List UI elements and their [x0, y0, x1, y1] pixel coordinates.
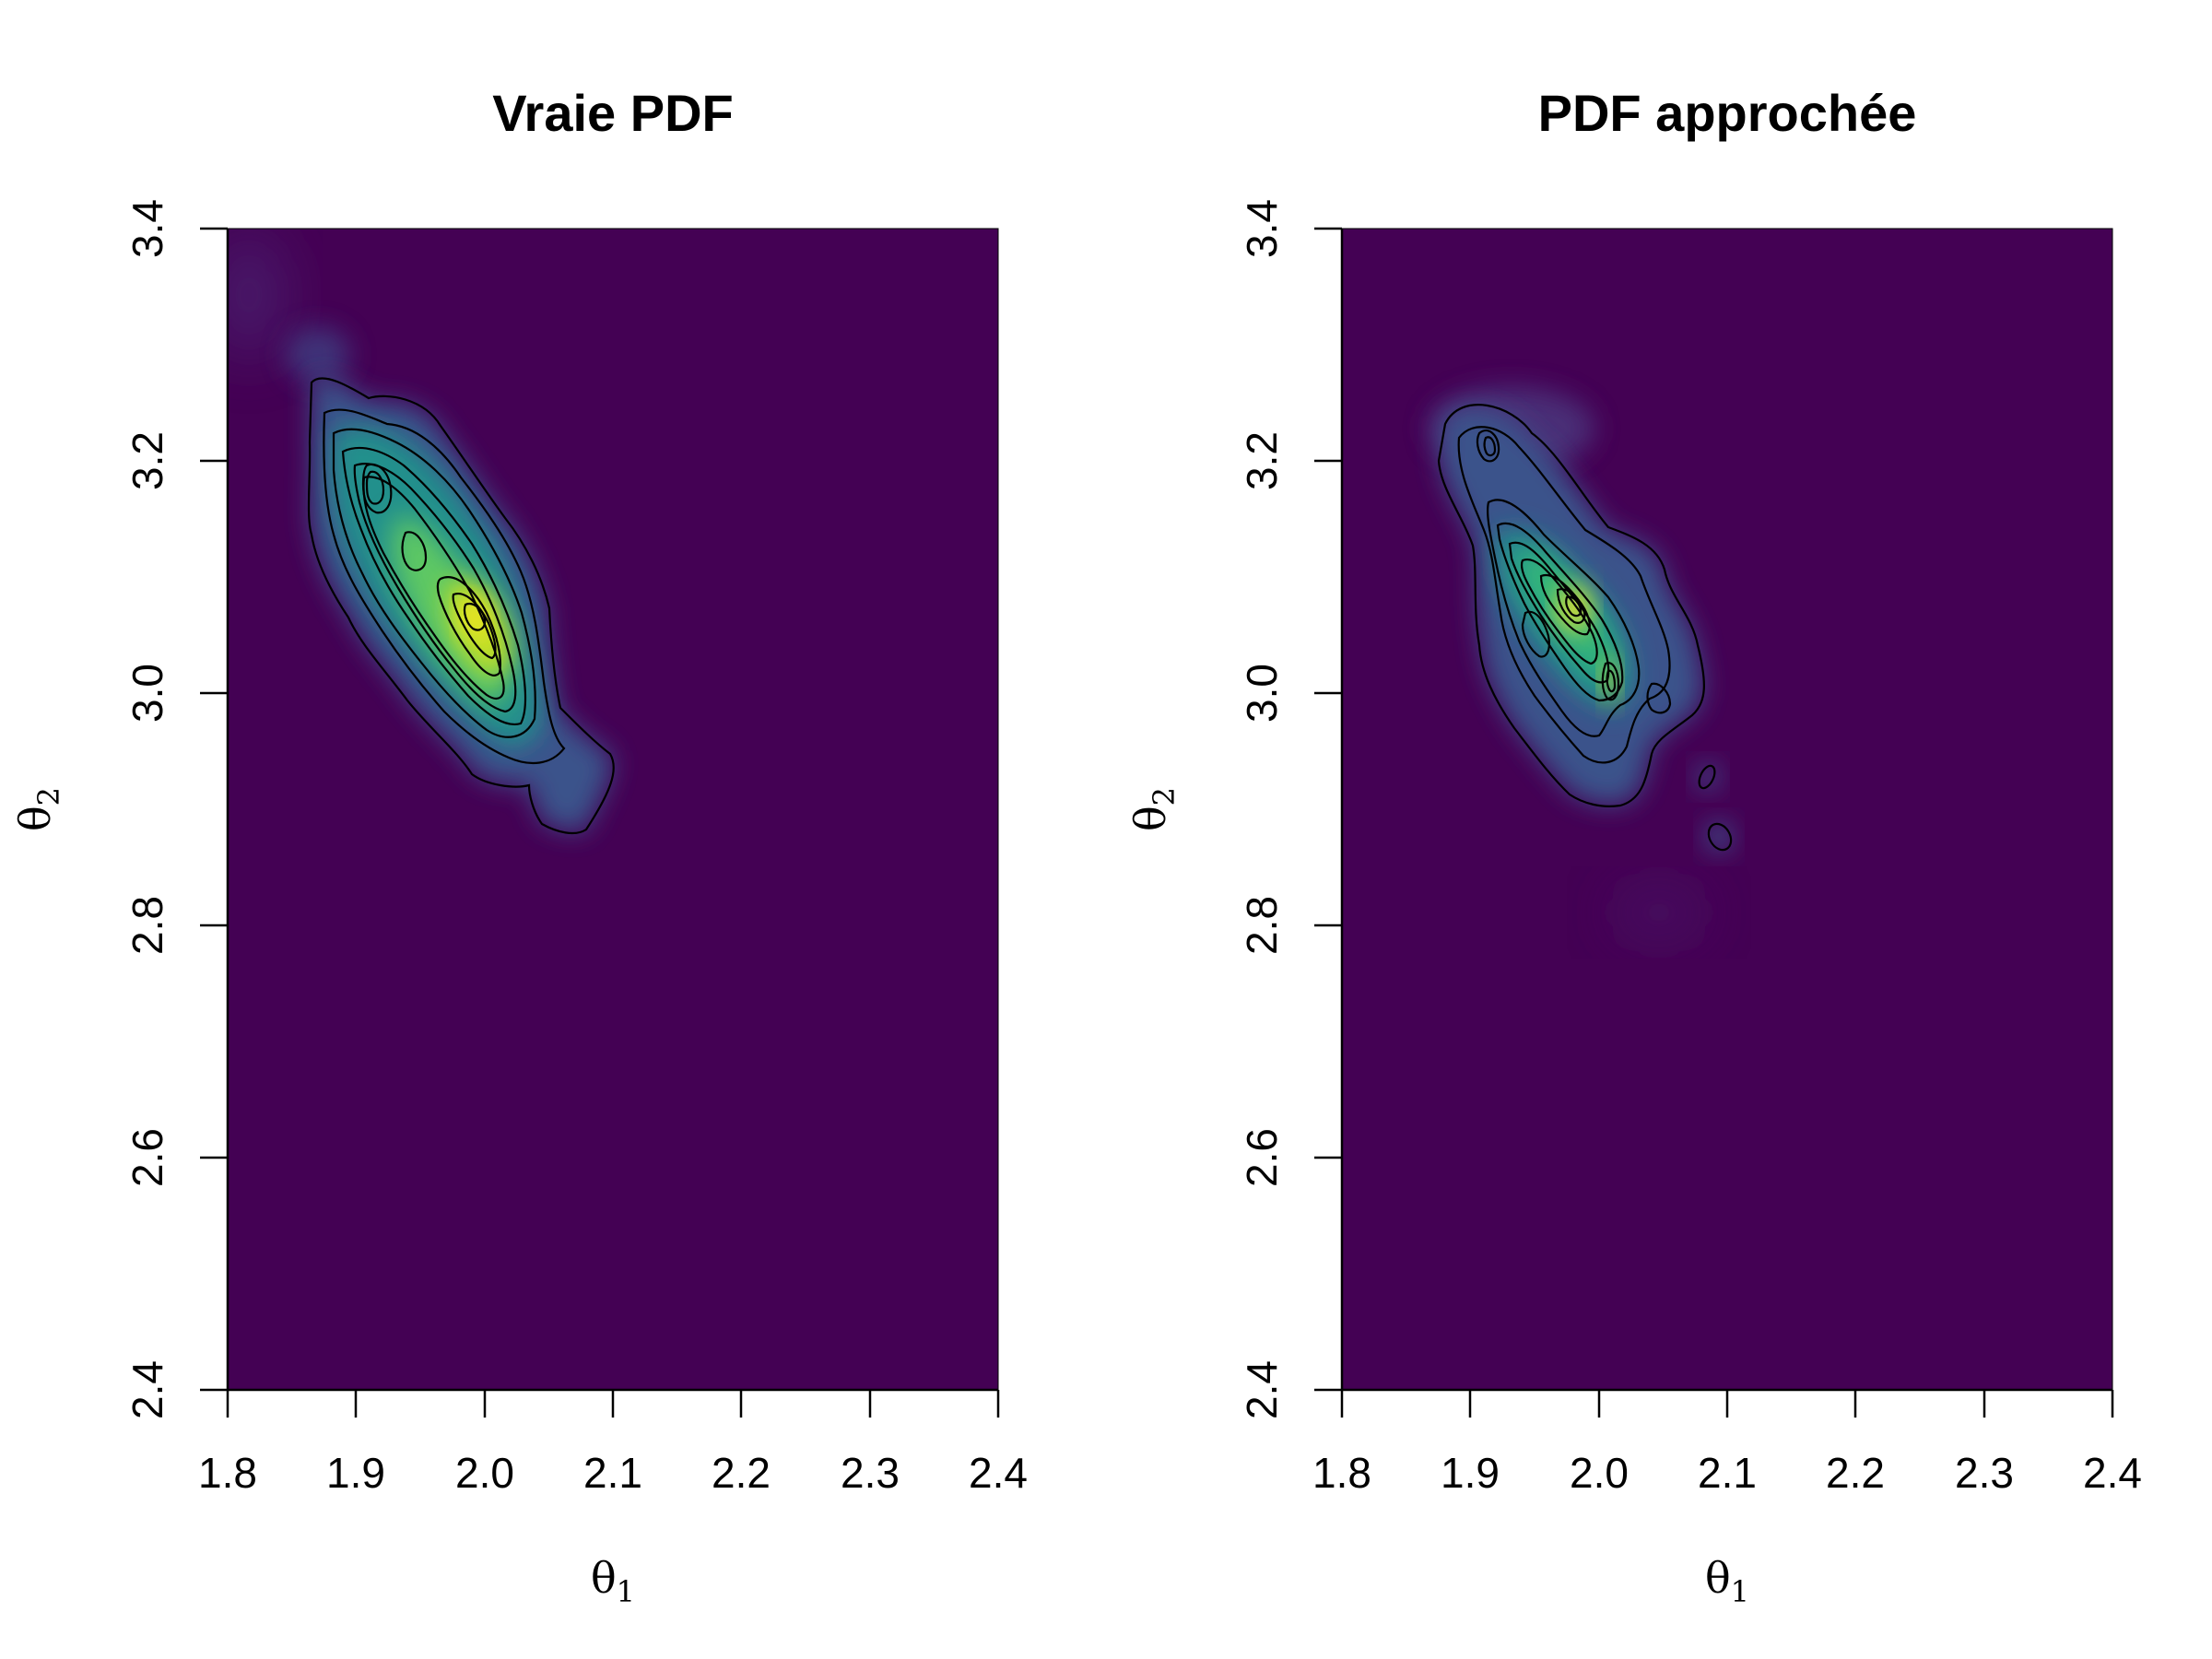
contour-line — [1476, 429, 1500, 463]
contour-line — [1707, 822, 1733, 852]
contour-line — [332, 428, 536, 738]
heatmap-area — [1342, 229, 2112, 1390]
density-haze — [1613, 889, 1705, 935]
contour-line — [1646, 682, 1672, 714]
contour-line — [1496, 522, 1624, 702]
x-tick-label: 2.4 — [2083, 1449, 2142, 1497]
x-tick-label: 1.9 — [326, 1449, 385, 1497]
contour-line — [1556, 588, 1586, 624]
density-haze — [228, 230, 286, 359]
contour-line — [1606, 669, 1617, 693]
heatmap-area — [228, 229, 998, 1390]
contour-line — [463, 603, 487, 631]
contour-line — [1601, 662, 1620, 701]
contour-line — [307, 377, 615, 835]
contour-line — [1698, 764, 1716, 790]
contour-line — [361, 463, 393, 514]
x-tick-label: 1.8 — [198, 1449, 257, 1497]
x-tick-label: 1.9 — [1441, 1449, 1500, 1497]
contour-line — [1520, 558, 1598, 665]
x-tick-label: 2.3 — [1955, 1449, 2014, 1497]
y-tick-label: 3.4 — [124, 199, 171, 258]
x-tick-label: 2.2 — [712, 1449, 771, 1497]
contour-line — [1457, 426, 1671, 764]
contour-line — [1437, 404, 1705, 807]
y-tick-label: 2.4 — [124, 1360, 171, 1419]
chart-title: Vraie PDF — [492, 84, 733, 142]
contour-line — [1483, 436, 1497, 457]
contour-lines — [1437, 404, 1733, 852]
y-axis-label: θ2 — [1125, 787, 1182, 831]
y-tick-label: 3.0 — [1238, 664, 1286, 723]
contour-line — [362, 476, 505, 700]
chart-panel-approx-pdf: PDF approchée — [1125, 84, 2142, 1609]
y-tick-label: 2.4 — [1238, 1360, 1286, 1419]
contour-line — [1539, 573, 1591, 636]
x-tick-label: 1.8 — [1312, 1449, 1371, 1497]
y-axis: 2.4 2.6 2.8 3.0 3.2 3.4 θ2 — [10, 199, 229, 1419]
contour-line — [323, 408, 566, 764]
y-axis-label: θ2 — [10, 787, 66, 831]
x-tick-label: 2.2 — [1826, 1449, 1885, 1497]
x-tick-label: 2.4 — [969, 1449, 1028, 1497]
y-tick-label: 2.6 — [124, 1128, 171, 1187]
contour-line — [436, 576, 501, 677]
contour-line — [401, 531, 428, 571]
x-tick-label: 2.0 — [455, 1449, 514, 1497]
y-tick-label: 2.8 — [1238, 896, 1286, 955]
contour-line — [1565, 595, 1583, 618]
x-tick-label: 2.3 — [841, 1449, 900, 1497]
contour-line — [341, 447, 527, 726]
chart-panel-true-pdf: Vraie PDF — [10, 84, 1028, 1609]
chart-title: PDF approchée — [1538, 84, 1917, 142]
y-tick-label: 3.2 — [1238, 431, 1286, 490]
y-tick-label: 3.0 — [124, 664, 171, 723]
x-axis-label: θ1 — [591, 1553, 635, 1609]
contour-line — [1521, 610, 1550, 658]
y-tick-label: 2.8 — [124, 896, 171, 955]
y-tick-label: 2.6 — [1238, 1128, 1286, 1187]
x-axis: 1.8 1.9 2.0 2.1 2.2 2.3 2.4 θ1 — [198, 1388, 1028, 1609]
y-tick-label: 3.4 — [1238, 199, 1286, 258]
x-axis-label: θ1 — [1705, 1553, 1749, 1609]
y-axis: 2.4 2.6 2.8 3.0 3.2 3.4 θ2 — [1125, 199, 1344, 1419]
y-tick-label: 3.2 — [124, 431, 171, 490]
x-tick-label: 2.1 — [583, 1449, 642, 1497]
contour-line — [365, 470, 385, 505]
x-axis: 1.8 1.9 2.0 2.1 2.2 2.3 2.4 θ1 — [1312, 1388, 2142, 1609]
x-tick-label: 2.1 — [1698, 1449, 1757, 1497]
contour-line — [353, 463, 517, 713]
contour-line — [1487, 499, 1641, 737]
x-tick-label: 2.0 — [1570, 1449, 1629, 1497]
contour-lines — [307, 377, 615, 835]
density-haze — [286, 327, 350, 382]
